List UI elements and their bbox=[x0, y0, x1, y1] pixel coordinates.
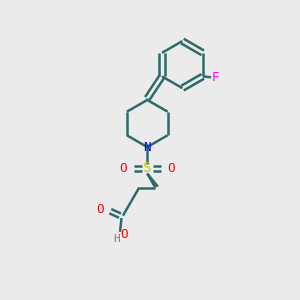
Text: O: O bbox=[97, 203, 104, 216]
Text: S: S bbox=[143, 161, 152, 175]
Text: O: O bbox=[119, 162, 127, 175]
Text: F: F bbox=[212, 71, 219, 84]
Text: O: O bbox=[121, 228, 128, 241]
Text: O: O bbox=[168, 162, 175, 175]
Text: H: H bbox=[114, 234, 121, 244]
Text: N: N bbox=[143, 141, 151, 154]
